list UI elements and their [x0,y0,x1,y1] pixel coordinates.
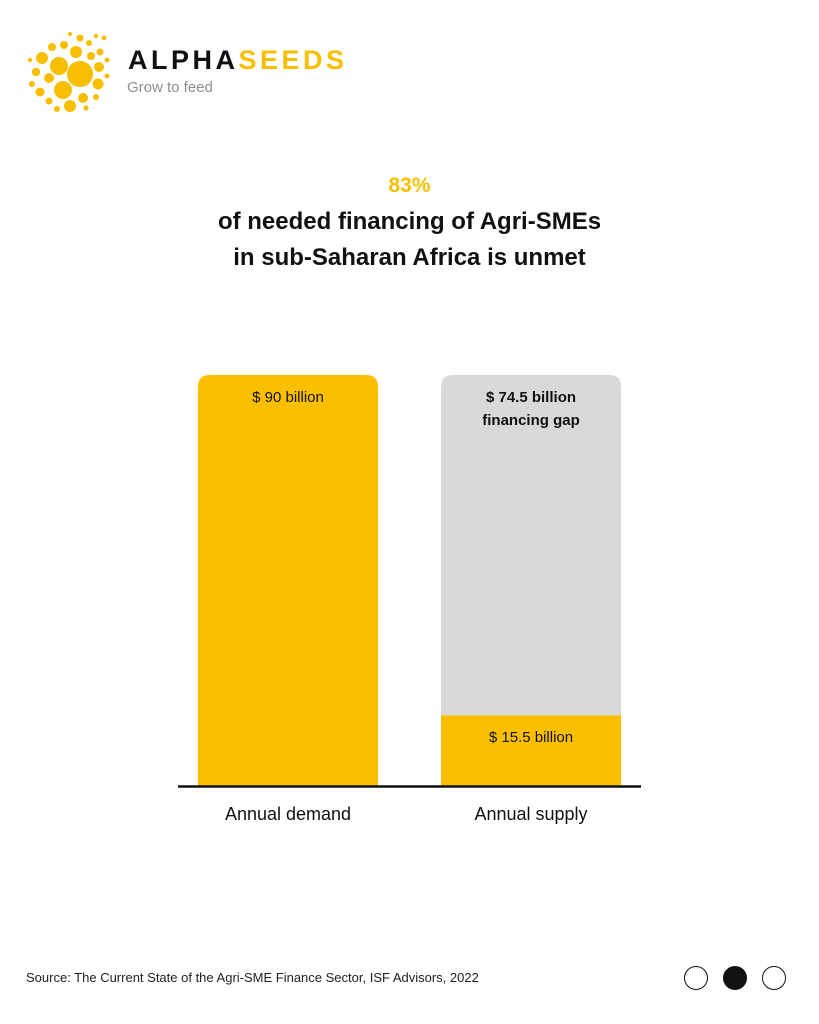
seed-cluster-icon [27,32,110,112]
brand-name-part1: ALPHA [128,45,239,75]
bar-1-segment-1-label: $ 90 billion [252,389,324,406]
source-note: Source: The Current State of the Agri-SM… [26,970,479,985]
bar-2-segment-2-label-line2: financing gap [482,412,580,429]
bar-2-segment-2 [441,375,621,716]
page-dot-1[interactable] [684,966,708,990]
bar-2-segment-1-label: $ 15.5 billion [489,729,573,746]
category-label-2: Annual supply [474,804,587,824]
brand-tagline: Grow to feed [127,79,213,96]
headline-text: of needed financing of Agri-SMEs in sub-… [0,204,819,276]
headline-line2: in sub-Saharan Africa is unmet [233,244,586,271]
bar-1-segment-1 [198,375,378,786]
bar-2-segment-2-label: $ 74.5 billion [486,389,576,406]
headline-percent: 83% [388,174,431,197]
page-dot-2[interactable] [723,966,747,990]
brand-name-part2: SEEDS [238,45,348,75]
brand-name: ALPHASEEDS [128,44,348,76]
bar-2-segment-1 [441,715,621,786]
page-dot-3[interactable] [762,966,786,990]
pagination-dots [684,966,788,992]
headline-line1: of needed financing of Agri-SMEs [217,208,602,235]
category-label-1: Annual demand [225,804,351,824]
